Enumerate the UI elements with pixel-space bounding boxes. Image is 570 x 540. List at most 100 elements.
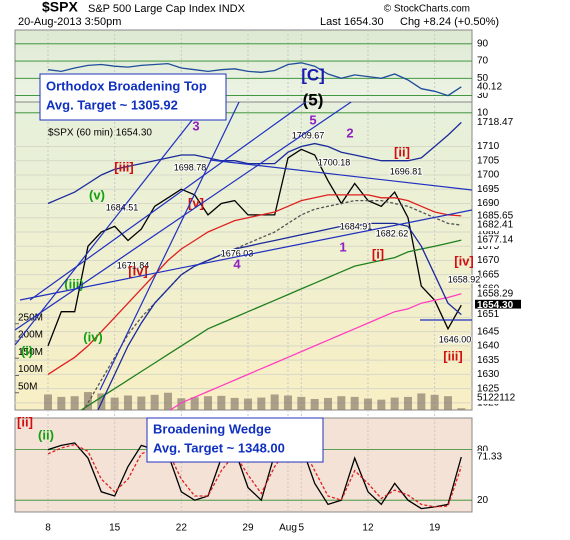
annotation: (i) bbox=[21, 343, 33, 358]
y-tick-label: 1710 bbox=[477, 141, 500, 152]
y2-tick-label: 50M bbox=[18, 381, 37, 392]
volume-bar bbox=[390, 397, 399, 410]
series bbox=[83, 199, 462, 410]
value-label: 1685.65 bbox=[475, 209, 521, 222]
y-tick-label: 1625 bbox=[477, 383, 500, 394]
value-label: 1718.47 bbox=[475, 116, 521, 129]
box-top: Orthodox Broadening Top Avg. Target ~ 13… bbox=[39, 73, 227, 121]
volume-bar bbox=[257, 397, 266, 410]
annotation: [iv] bbox=[454, 253, 474, 268]
value-label: 1651 bbox=[475, 308, 521, 321]
annotation: 1 bbox=[339, 239, 346, 254]
y-tick-label: 1690 bbox=[477, 198, 500, 209]
box-wedge: Broadening Wedge Avg. Target ~ 1348.00 bbox=[146, 417, 324, 463]
value-label-bg bbox=[475, 287, 521, 300]
series bbox=[47, 62, 462, 97]
value-label-text: 1677.14 bbox=[477, 235, 514, 246]
volume-bar bbox=[363, 398, 372, 410]
y-tick-label: 1695 bbox=[477, 184, 500, 195]
volume-bar bbox=[230, 397, 239, 410]
series bbox=[47, 148, 462, 347]
y-tick-label: 50 bbox=[477, 73, 489, 84]
y-tick-label: 10 bbox=[477, 107, 489, 118]
value-label: 1658.29 bbox=[475, 287, 521, 300]
box-target: Avg. Target ~ 1348.00 bbox=[153, 440, 285, 455]
volume-bar bbox=[70, 396, 79, 410]
annotation: (ii) bbox=[38, 427, 54, 442]
series bbox=[97, 222, 462, 410]
volume-bar bbox=[123, 395, 132, 410]
volume-bar bbox=[323, 397, 332, 410]
box-title: Orthodox Broadening Top bbox=[46, 78, 207, 93]
box bbox=[146, 417, 324, 463]
series-line bbox=[97, 222, 462, 410]
series-line bbox=[47, 121, 462, 205]
value-label-bg bbox=[475, 80, 521, 93]
value-label: 1654.30 bbox=[475, 299, 521, 312]
y-tick-label: 1670 bbox=[477, 255, 500, 266]
source: © StockCharts.com bbox=[384, 4, 470, 15]
series bbox=[47, 442, 462, 510]
annotation: 1698.78 bbox=[174, 162, 207, 172]
trendlines bbox=[15, 102, 472, 391]
value-label-bg bbox=[475, 308, 521, 321]
value-label: 5122112 bbox=[475, 392, 521, 404]
annotation: [iii] bbox=[443, 348, 463, 363]
date: 20-Aug-2013 3:50pm bbox=[18, 16, 121, 28]
y-tick-label: 1680 bbox=[477, 227, 500, 238]
y-tick-label: 1705 bbox=[477, 155, 500, 166]
plot-layer: 8152229Aug51219103050709040.121620162516… bbox=[15, 30, 521, 534]
y-tick-label: 1645 bbox=[477, 326, 500, 337]
annotation: 1646.00 bbox=[439, 334, 472, 344]
annotation: 1684.51 bbox=[106, 202, 139, 212]
series-line bbox=[47, 442, 462, 510]
series-line bbox=[168, 293, 462, 410]
value-label: 1682.41 bbox=[475, 219, 521, 232]
y2-tick-label: 250M bbox=[18, 312, 43, 323]
y-tick-label: 80 bbox=[477, 444, 489, 455]
volume-bar bbox=[457, 408, 466, 410]
volume-bar bbox=[283, 395, 292, 410]
volume-bar bbox=[417, 393, 426, 410]
volume-bar bbox=[350, 396, 359, 410]
value-label-bg bbox=[475, 219, 521, 232]
volume-bar bbox=[403, 396, 412, 410]
volume-bar bbox=[150, 394, 159, 410]
y-tick-label: 30 bbox=[477, 90, 489, 101]
series-line bbox=[47, 148, 462, 347]
y2-tick-label: 150M bbox=[18, 347, 43, 358]
annotation: 4 bbox=[233, 256, 241, 271]
volume-bar bbox=[377, 399, 386, 410]
annotation: 1676.03 bbox=[221, 248, 254, 258]
y2-tick-label: 200M bbox=[18, 330, 43, 341]
annotation: [ii] bbox=[394, 144, 410, 159]
annotation: (iv) bbox=[83, 329, 103, 344]
volume-bar bbox=[110, 397, 119, 410]
value-label-text: 1682.41 bbox=[477, 220, 514, 231]
x-tick-label: 22 bbox=[176, 523, 188, 534]
x-tick-label: 15 bbox=[109, 523, 121, 534]
annotation: 1658.92 bbox=[448, 274, 481, 284]
value-label-text: 1685.65 bbox=[477, 210, 514, 221]
annotation: 2 bbox=[346, 125, 353, 140]
box-target: Avg. Target ~ 1305.92 bbox=[46, 97, 178, 112]
annotation: (v) bbox=[89, 187, 105, 202]
annotation: 1700.18 bbox=[318, 157, 351, 167]
value-label-text: 1658.29 bbox=[477, 288, 514, 299]
series-line bbox=[83, 199, 462, 410]
value-label-bg bbox=[475, 209, 521, 222]
series bbox=[47, 194, 462, 375]
series bbox=[47, 121, 462, 205]
y-tick-label: 20 bbox=[477, 495, 489, 506]
annotation: 5 bbox=[309, 112, 316, 127]
value-label-text: 40.12 bbox=[477, 81, 502, 92]
annotation: 1696.81 bbox=[390, 166, 423, 176]
annotation: [C] bbox=[301, 65, 325, 84]
legend: $SPX (60 min) 1654.30 bbox=[48, 128, 152, 139]
value-label: 71.33 bbox=[475, 450, 521, 463]
value-label-bg bbox=[475, 116, 521, 129]
volume-bar bbox=[430, 394, 439, 410]
x-tick-label: 12 bbox=[362, 523, 374, 534]
y-tick-label: 1630 bbox=[477, 369, 500, 380]
annotation: [iv] bbox=[128, 263, 148, 278]
